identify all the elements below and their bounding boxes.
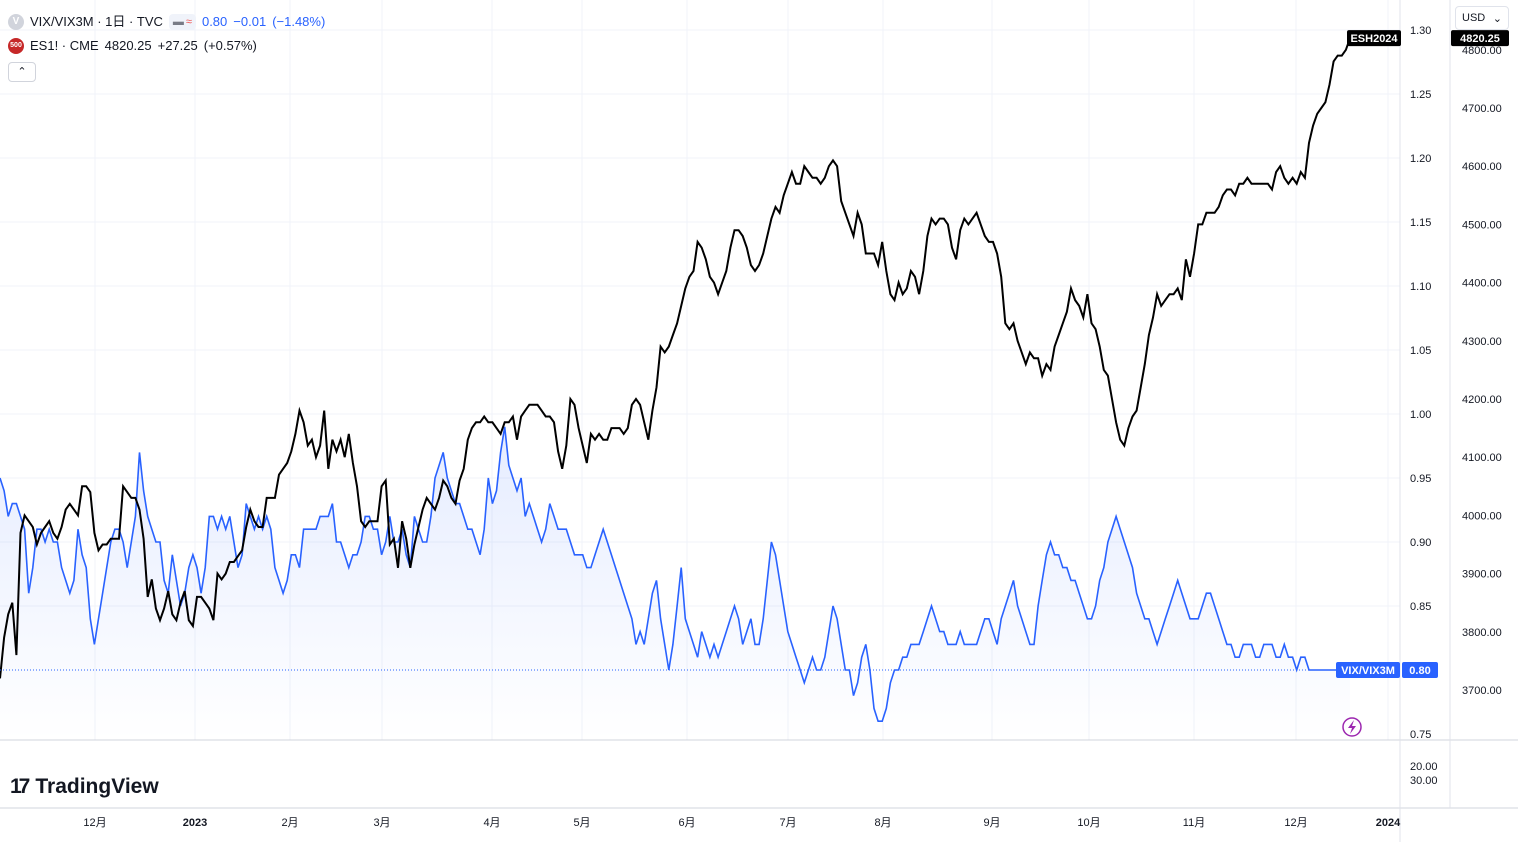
time-tick: 12月 <box>83 817 106 829</box>
second-change-pct: (+0.57%) <box>203 38 257 53</box>
series-style-pill[interactable]: ▬ ≈ <box>168 14 196 30</box>
right-scale-tick: 4000.00 <box>1462 510 1502 522</box>
time-tick: 2月 <box>281 817 298 829</box>
tradingview-logo[interactable]: 17 TradingView <box>10 775 159 799</box>
tradingview-logo-icon: 17 <box>10 775 30 798</box>
right-scale-tick: 4400.00 <box>1462 278 1502 290</box>
second-change: +27.25 <box>157 38 198 53</box>
svg-text:0.80: 0.80 <box>1409 665 1430 677</box>
left-scale-tick: 0.75 <box>1410 729 1431 741</box>
right-scale-tick: 4800.00 <box>1462 45 1502 57</box>
right-scale-tick: 3900.00 <box>1462 569 1502 581</box>
chevron-down-icon: ⌄ <box>1492 12 1502 25</box>
second-value: 4820.25 <box>104 38 152 53</box>
right-scale-tick: 4700.00 <box>1462 103 1502 115</box>
time-tick: 9月 <box>983 817 1000 829</box>
vix-series-label: VIX/VIX3M <box>1336 662 1400 678</box>
es-series-line[interactable] <box>0 37 1351 679</box>
chevron-up-icon[interactable]: ⌃ <box>8 62 36 82</box>
left-scale-tick: 1.00 <box>1410 409 1431 421</box>
time-tick: 6月 <box>678 817 695 829</box>
vix-area-fill <box>0 426 1350 740</box>
left-scale-tick: 0.95 <box>1410 473 1431 485</box>
flash-icon[interactable] <box>1342 717 1362 737</box>
right-scale-tick: 4500.00 <box>1462 219 1502 231</box>
right-scale-tick: 3800.00 <box>1462 627 1502 639</box>
vix-last-price-tag: 0.80 <box>1402 662 1438 678</box>
symbol-badge-icon: V <box>8 14 24 30</box>
main-change: −0.01 <box>233 14 267 29</box>
right-scale-tick: 4600.00 <box>1462 161 1502 173</box>
second-symbol-title[interactable]: ES1! · CME <box>30 38 99 53</box>
time-tick: 10月 <box>1077 817 1100 829</box>
left-scale-tick: 0.85 <box>1410 601 1431 613</box>
legend-row-main[interactable]: V VIX/VIX3M · 1日 · TVC ▬ ≈ 0.80 −0.01 (−… <box>8 10 325 34</box>
left-scale-tick: 1.30 <box>1410 25 1431 37</box>
approx-icon: ≈ <box>185 16 192 28</box>
line-style-icon: ▬ <box>172 16 184 28</box>
series-labels: ESH2024 4820.25 VIX/VIX3M 0.80 <box>1336 30 1509 678</box>
time-tick: 7月 <box>779 817 796 829</box>
time-tick: 8月 <box>874 817 891 829</box>
es-badge-icon: 500 <box>8 38 24 54</box>
lower-pane-tick: 30.00 <box>1410 775 1438 787</box>
currency-label: USD <box>1462 12 1486 24</box>
right-scale-tick: 4200.00 <box>1462 394 1502 406</box>
left-scale-tick: 0.90 <box>1410 537 1431 549</box>
vix-series-line[interactable] <box>0 426 1350 723</box>
main-symbol-title[interactable]: VIX/VIX3M · 1日 · TVC <box>30 14 163 29</box>
left-scale-tick: 1.05 <box>1410 345 1431 357</box>
left-scale-tick: 1.25 <box>1410 89 1431 101</box>
es-last-price-tag: 4820.25 <box>1451 30 1509 47</box>
right-scale-tick: 3700.00 <box>1462 685 1502 697</box>
time-tick: 3月 <box>373 817 390 829</box>
time-tick: 4月 <box>483 817 500 829</box>
chart-legend: V VIX/VIX3M · 1日 · TVC ▬ ≈ 0.80 −0.01 (−… <box>8 10 325 82</box>
time-tick: 2023 <box>183 817 207 829</box>
main-change-pct: (−1.48%) <box>272 14 326 29</box>
left-scale-tick: 1.10 <box>1410 281 1431 293</box>
currency-selector[interactable]: USD ⌄ <box>1455 6 1509 30</box>
main-value: 0.80 <box>201 14 228 29</box>
svg-text:VIX/VIX3M: VIX/VIX3M <box>1341 665 1395 677</box>
time-tick: 2024 <box>1376 817 1401 829</box>
time-tick: 5月 <box>573 817 590 829</box>
es-series-label: ESH2024 <box>1347 30 1401 47</box>
right-scale-tick: 4300.00 <box>1462 336 1502 348</box>
time-tick: 11月 <box>1183 817 1205 829</box>
svg-text:4820.25: 4820.25 <box>1460 33 1500 45</box>
time-tick: 12月 <box>1284 817 1307 829</box>
lower-pane-tick: 20.00 <box>1410 761 1438 773</box>
right-scale-tick: 4100.00 <box>1462 452 1502 464</box>
svg-text:ESH2024: ESH2024 <box>1350 33 1398 45</box>
left-scale-tick: 1.20 <box>1410 153 1431 165</box>
legend-row-second[interactable]: 500 ES1! · CME 4820.25 +27.25 (+0.57%) <box>8 34 325 58</box>
left-scale-tick: 1.15 <box>1410 217 1431 229</box>
logo-text: TradingView <box>35 775 159 798</box>
